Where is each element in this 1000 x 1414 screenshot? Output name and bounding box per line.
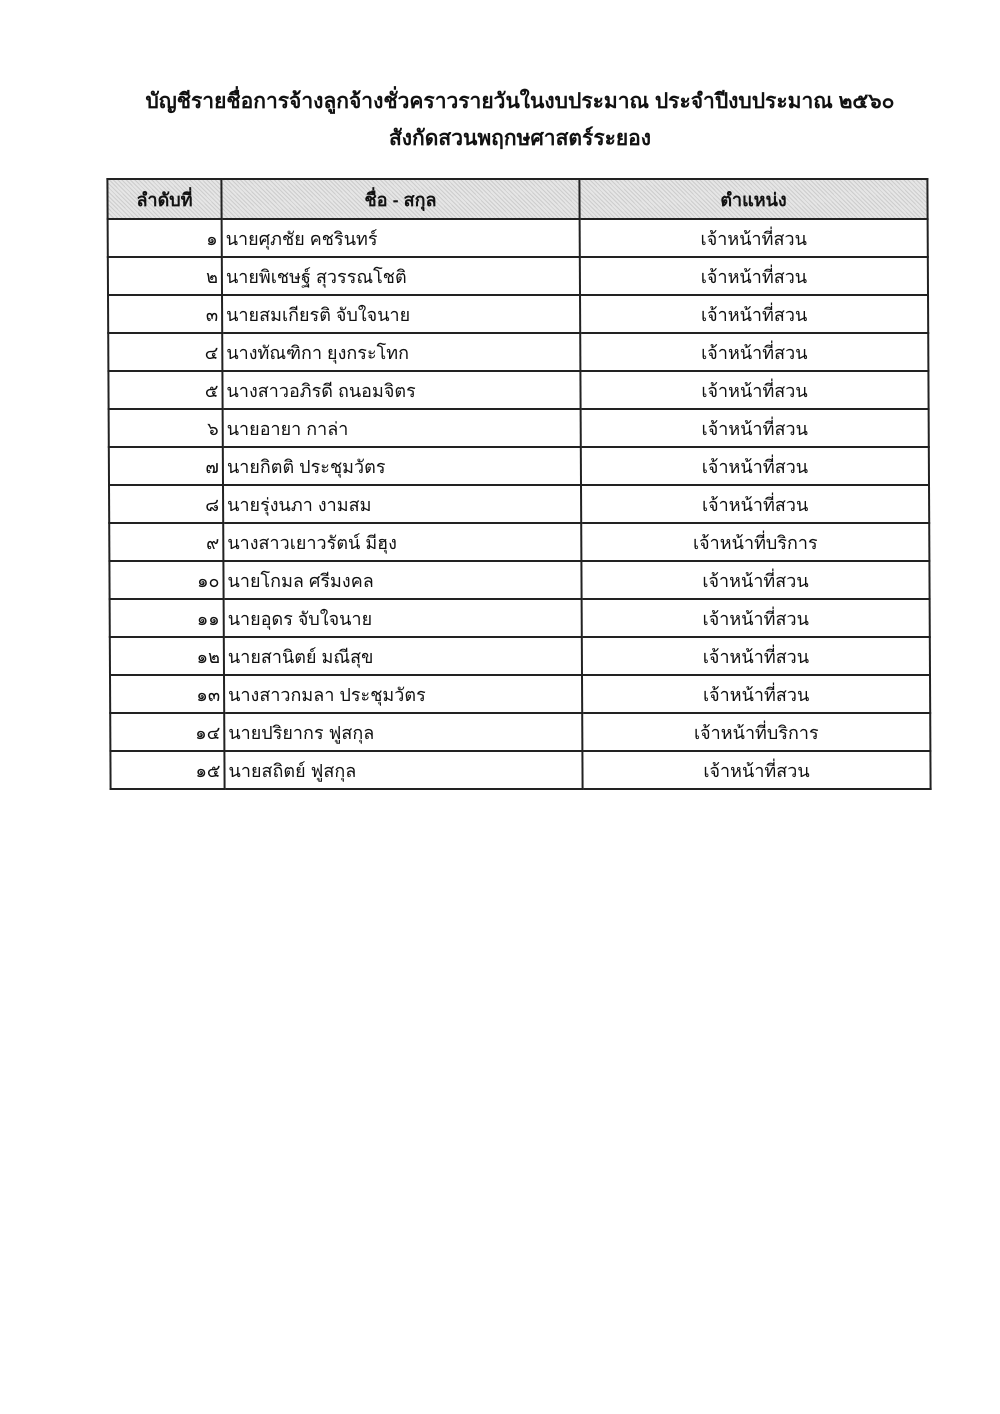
document-subtitle: สังกัดสวนพฤกษศาสตร์ระยอง [388, 127, 652, 150]
employee-table: ลำดับที่ ชื่อ - สกุล ตำแหน่ง ๑นายศุภชัย … [106, 178, 931, 790]
table-row: ๖นายอายา กาล่า เจ้าหน้าที่สวน [108, 409, 929, 447]
row-number: ๔ [108, 333, 223, 371]
row-position: เจ้าหน้าที่สวน [580, 409, 929, 447]
row-position: เจ้าหน้าที่สวน [582, 751, 931, 789]
row-position: เจ้าหน้าที่สวน [581, 561, 930, 599]
table-row: ๒นายพิเชษฐ์ สุวรรณโชติ เจ้าหน้าที่สวน [107, 257, 929, 295]
row-number: ๖ [108, 409, 223, 447]
table-header-row: ลำดับที่ ชื่อ - สกุล ตำแหน่ง [107, 179, 928, 219]
table-row: ๙นางสาวเยาวรัตน์ มีฮุง เจ้าหน้าที่บริการ [109, 523, 930, 561]
table-row: ๓นายสมเกียรติ จับใจนาย เจ้าหน้าที่สวน [108, 295, 929, 333]
row-number: ๑ [107, 219, 222, 257]
table-row: ๑๕ นายสถิตย์ ฟูสกุล เจ้าหน้าที่สวน [110, 751, 931, 789]
row-name: นายศุภชัย คชรินทร์ [221, 219, 580, 257]
table-row: ๗นายกิตติ ประชุมวัตร เจ้าหน้าที่สวน [108, 447, 930, 485]
row-name: นายสมเกียรติ จับใจนาย [222, 295, 581, 333]
row-number: ๑๑ [109, 599, 224, 637]
row-name: นางสาวเยาวรัตน์ มีฮุง [223, 523, 582, 561]
header-number: ลำดับที่ [107, 179, 222, 219]
table-row: ๑๐ นายโกมล ศรีมงคล เจ้าหน้าที่สวน [109, 561, 930, 599]
row-name: นางสาวอภิรดี ถนอมจิตร [222, 371, 581, 409]
row-name: นายโกมล ศรีมงคล [223, 561, 582, 599]
row-position: เจ้าหน้าที่สวน [581, 599, 930, 637]
row-position: เจ้าหน้าที่สวน [581, 637, 931, 675]
row-name: นายสถิตย์ ฟูสกุล [224, 751, 583, 789]
row-position: เจ้าหน้าที่สวน [580, 333, 929, 371]
row-position: เจ้าหน้าที่สวน [580, 447, 930, 485]
row-name: นายพิเชษฐ์ สุวรรณโชติ [221, 257, 581, 295]
row-position: เจ้าหน้าที่สวน [580, 295, 929, 333]
table-row: ๑๒ นายสานิตย์ มณีสุข เจ้าหน้าที่สวน [109, 637, 931, 675]
row-number: ๓ [108, 295, 223, 333]
row-number: ๑๒ [109, 637, 225, 675]
document-title: บัญชีรายชื่อการจ้างลูกจ้างชั่วคราวรายวัน… [145, 90, 895, 113]
row-name: นายปริยากร ฟูสกุล [224, 713, 583, 751]
row-position: เจ้าหน้าที่สวน [582, 675, 931, 713]
row-position: เจ้าหน้าที่สวน [579, 219, 928, 257]
row-position: เจ้าหน้าที่บริการ [582, 713, 931, 751]
table-row: ๔นางทัณฑิกา ยุงกระโทก เจ้าหน้าที่สวน [108, 333, 929, 371]
header-name: ชื่อ - สกุล [221, 179, 580, 219]
table-row: ๑๓ นางสาวกมลา ประชุมวัตร เจ้าหน้าที่สวน [110, 675, 931, 713]
row-number: ๑๓ [110, 675, 225, 713]
row-name: นายอายา กาล่า [222, 409, 581, 447]
table-row: ๑นายศุภชัย คชรินทร์ เจ้าหน้าที่สวน [107, 219, 928, 257]
row-number: ๑๐ [109, 561, 224, 599]
table-row: ๘นายรุ่งนภา งามสม เจ้าหน้าที่สวน [109, 485, 930, 523]
row-number: ๑๔ [110, 713, 225, 751]
row-number: ๕ [108, 371, 223, 409]
table-row: ๑๔ นายปริยากร ฟูสกุล เจ้าหน้าที่บริการ [110, 713, 931, 751]
row-name: นายสานิตย์ มณีสุข [223, 637, 583, 675]
row-name: นางสาวกมลา ประชุมวัตร [224, 675, 583, 713]
header-position: ตำแหน่ง [579, 179, 928, 219]
row-name: นายอุดร จับใจนาย [223, 599, 582, 637]
row-position: เจ้าหน้าที่บริการ [581, 523, 930, 561]
row-number: ๘ [109, 485, 224, 523]
row-name: นายกิตติ ประชุมวัตร [222, 447, 582, 485]
row-number: ๙ [109, 523, 224, 561]
row-number: ๒ [107, 257, 223, 295]
table-row: ๑๑ นายอุดร จับใจนาย เจ้าหน้าที่สวน [109, 599, 930, 637]
row-position: เจ้าหน้าที่สวน [579, 257, 929, 295]
row-number: ๗ [108, 447, 224, 485]
row-number: ๑๕ [110, 751, 225, 789]
row-name: นายรุ่งนภา งามสม [223, 485, 582, 523]
table-row: ๕นางสาวอภิรดี ถนอมจิตร เจ้าหน้าที่สวน [108, 371, 929, 409]
row-position: เจ้าหน้าที่สวน [581, 485, 930, 523]
row-position: เจ้าหน้าที่สวน [580, 371, 929, 409]
row-name: นางทัณฑิกา ยุงกระโทก [222, 333, 581, 371]
